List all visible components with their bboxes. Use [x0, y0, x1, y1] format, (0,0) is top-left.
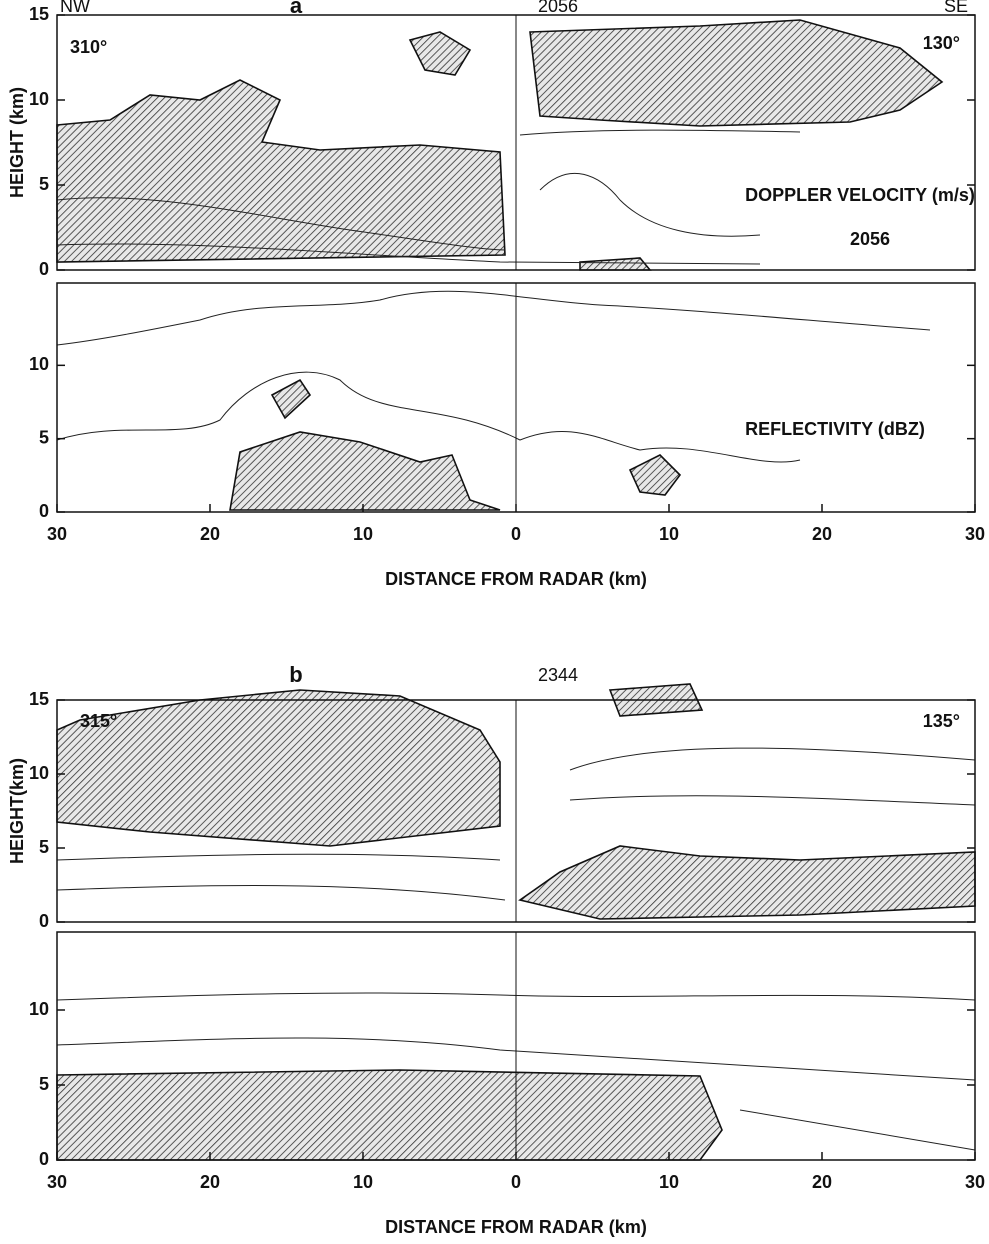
- contours: [56, 19, 976, 1161]
- x-tick-label: 10: [353, 524, 373, 544]
- y-tick-label: 10: [29, 763, 49, 783]
- y-tick-label: 5: [39, 427, 49, 447]
- x-tick-label: 10: [353, 1172, 373, 1192]
- y-tick-label: 15: [29, 689, 49, 709]
- x-tick-label: 30: [965, 1172, 985, 1192]
- y-axis-title: HEIGHT(km): [7, 758, 27, 864]
- y-tick-label: 5: [39, 837, 49, 857]
- y-tick-label: 0: [39, 501, 49, 521]
- y-tick-label: 10: [29, 89, 49, 109]
- annotation: 2056: [850, 229, 890, 249]
- panel-time: 2344: [538, 665, 578, 685]
- x-tick-label: 10: [659, 524, 679, 544]
- x-tick-label: 0: [511, 524, 521, 544]
- x-axis-title: DISTANCE FROM RADAR (km): [385, 1217, 647, 1237]
- y-tick-label: 10: [29, 354, 49, 374]
- x-tick-label: 20: [812, 1172, 832, 1192]
- x-tick-label: 10: [659, 1172, 679, 1192]
- annotation: DOPPLER VELOCITY (m/s): [745, 185, 975, 205]
- annotation: 315°: [80, 711, 117, 731]
- x-tick-label: 20: [200, 1172, 220, 1192]
- annotation: REFLECTIVITY (dBZ): [745, 419, 925, 439]
- x-tick-label: 30: [47, 1172, 67, 1192]
- x-tick-label: 20: [200, 524, 220, 544]
- annotation: 130°: [923, 33, 960, 53]
- x-tick-label: 0: [511, 1172, 521, 1192]
- x-axis-title: DISTANCE FROM RADAR (km): [385, 569, 647, 589]
- y-tick-label: 10: [29, 999, 49, 1019]
- y-tick-label: 15: [29, 4, 49, 24]
- y-tick-label: 0: [39, 911, 49, 931]
- annotation: 310°: [70, 37, 107, 57]
- y-tick-label: 0: [39, 259, 49, 279]
- x-tick-label: 30: [47, 524, 67, 544]
- annotation: 135°: [923, 711, 960, 731]
- y-tick-label: 0: [39, 1149, 49, 1169]
- x-tick-label: 30: [965, 524, 985, 544]
- panel-label: b: [289, 662, 302, 687]
- x-tick-label: 20: [812, 524, 832, 544]
- direction-label: NW: [60, 0, 90, 16]
- y-tick-label: 5: [39, 1074, 49, 1094]
- panel-time: 2056: [538, 0, 578, 16]
- y-axis-title: HEIGHT (km): [7, 87, 27, 198]
- y-tick-label: 5: [39, 174, 49, 194]
- direction-label: SE: [944, 0, 968, 16]
- panel-label: a: [290, 0, 303, 18]
